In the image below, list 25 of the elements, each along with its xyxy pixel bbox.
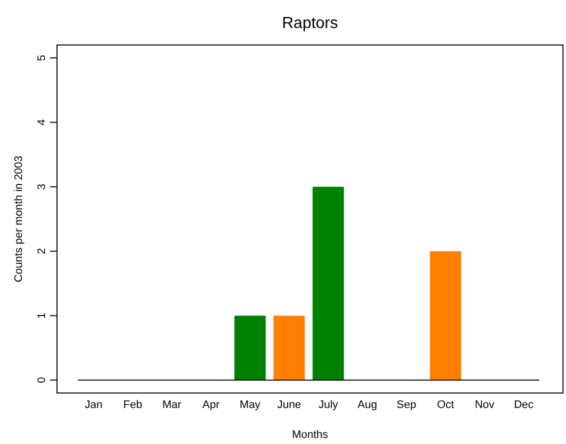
y-tick-label: 3 (36, 184, 48, 190)
y-tick-label: 5 (36, 54, 48, 61)
y-tick-label: 2 (36, 248, 48, 254)
bar (430, 251, 462, 380)
x-tick-label: June (277, 399, 302, 411)
x-tick-label: Sep (396, 399, 416, 411)
x-tick-label: July (318, 399, 339, 411)
x-tick-label: Oct (436, 399, 454, 411)
x-axis-title: Months (292, 429, 329, 441)
x-tick-label: Dec (514, 399, 534, 411)
x-tick-label: May (240, 399, 261, 411)
y-tick-label: 1 (36, 312, 48, 319)
y-tick-label: 4 (36, 119, 48, 126)
y-tick-label: 0 (36, 377, 48, 384)
x-tick-label: Mar (162, 399, 182, 411)
x-tick-label: Apr (202, 399, 220, 411)
y-axis-title: Counts per month in 2003 (13, 156, 25, 282)
x-tick-label: Aug (358, 399, 378, 411)
x-tick-label: Jan (84, 399, 103, 411)
x-tick-label: Feb (123, 399, 142, 411)
chart-title: Raptors (282, 15, 338, 32)
x-tick-label: Nov (474, 399, 495, 411)
bar (234, 316, 266, 380)
bar (312, 186, 344, 380)
bar (274, 316, 305, 380)
